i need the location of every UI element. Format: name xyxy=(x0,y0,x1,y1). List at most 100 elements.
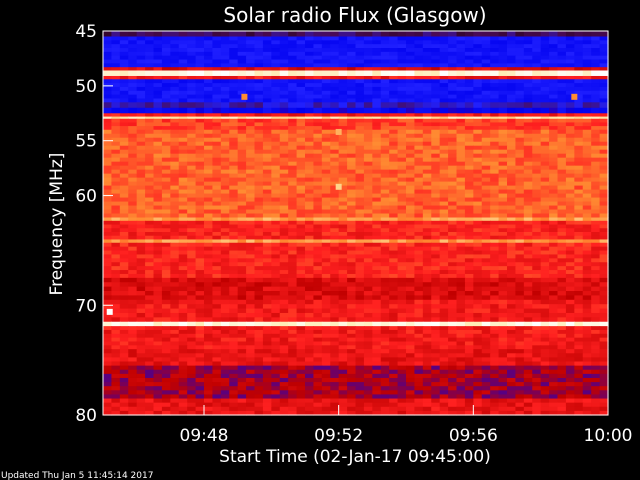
heatmap-cell xyxy=(406,258,416,263)
heatmap-cell xyxy=(414,291,424,297)
heatmap-cell xyxy=(448,145,458,151)
heatmap-cell xyxy=(103,133,113,139)
heatmap-cell xyxy=(557,79,567,84)
heatmap-cell xyxy=(406,126,416,131)
heatmap-cell xyxy=(565,213,575,219)
heatmap-cell xyxy=(262,333,272,339)
heatmap-cell xyxy=(372,317,382,323)
heatmap-cell xyxy=(507,217,517,222)
heatmap-cell xyxy=(136,258,146,263)
heatmap-cell xyxy=(347,126,357,131)
heatmap-cell xyxy=(372,193,382,199)
heatmap-cell xyxy=(103,98,113,103)
heatmap-cell xyxy=(532,181,542,187)
heatmap-cell xyxy=(321,329,331,335)
heatmap-cell xyxy=(220,107,230,114)
heatmap-cell xyxy=(187,270,197,275)
heatmap-cell xyxy=(246,189,256,195)
heatmap-cell xyxy=(246,181,256,187)
heatmap-cell xyxy=(481,59,491,64)
heatmap-cell xyxy=(296,232,306,237)
heatmap-cell xyxy=(422,357,432,363)
heatmap-cell xyxy=(498,169,508,175)
heatmap-cell xyxy=(599,266,609,271)
heatmap-cell xyxy=(582,282,592,288)
heatmap-cell xyxy=(128,258,138,263)
heatmap-cell xyxy=(498,75,508,80)
heatmap-cell xyxy=(204,308,214,314)
heatmap-cell xyxy=(549,205,559,211)
heatmap-cell xyxy=(305,193,315,199)
heatmap-cell xyxy=(246,75,256,80)
heatmap-cell xyxy=(557,232,567,237)
heatmap-cell xyxy=(128,102,138,109)
heatmap-cell xyxy=(321,341,331,346)
heatmap-cell xyxy=(347,36,357,41)
heatmap-cell xyxy=(204,98,214,103)
heatmap-cell xyxy=(271,345,281,350)
heatmap-cell xyxy=(582,173,592,179)
heatmap-cell xyxy=(145,361,155,367)
heatmap-cell xyxy=(119,266,129,271)
heatmap-cell xyxy=(161,341,171,346)
heatmap-cell xyxy=(279,317,289,323)
heatmap-cell xyxy=(246,177,256,183)
heatmap-cell xyxy=(355,349,365,354)
heatmap-cell xyxy=(338,242,348,248)
heatmap-cell xyxy=(380,161,390,167)
heatmap-cell xyxy=(582,337,592,343)
heatmap-cell xyxy=(565,333,575,339)
heatmap-cell xyxy=(464,329,474,335)
heatmap-cell xyxy=(229,165,239,171)
heatmap-cell xyxy=(305,181,315,187)
heatmap-cell xyxy=(262,67,272,72)
heatmap-cell xyxy=(229,291,239,297)
heatmap-cell xyxy=(195,153,205,159)
heatmap-cell xyxy=(254,246,264,252)
heatmap-cell xyxy=(111,44,121,49)
heatmap-cell xyxy=(582,266,592,271)
heatmap-cell xyxy=(212,349,222,354)
heatmap-cell xyxy=(515,113,525,118)
heatmap-cell xyxy=(128,308,138,314)
heatmap-cell xyxy=(128,317,138,323)
heatmap-cell xyxy=(313,141,323,147)
heatmap-cell xyxy=(347,345,357,350)
heatmap-cell xyxy=(204,102,214,109)
heatmap-cell xyxy=(128,118,138,124)
heatmap-cell xyxy=(389,201,399,207)
heatmap-cell xyxy=(313,177,323,183)
heatmap-cell xyxy=(422,197,432,203)
heatmap-cell xyxy=(431,312,441,318)
heatmap-cell xyxy=(237,75,247,80)
heatmap-cell xyxy=(406,220,416,226)
heatmap-cell xyxy=(515,141,525,147)
heatmap-cell xyxy=(414,321,424,327)
heatmap-cell xyxy=(178,295,188,301)
heatmap-cell xyxy=(464,55,474,61)
heatmap-cell xyxy=(161,329,171,335)
heatmap-cell xyxy=(507,357,517,363)
heatmap-cell xyxy=(153,165,163,171)
heatmap-cell xyxy=(262,75,272,80)
heatmap-cell xyxy=(338,277,348,283)
heatmap-cell xyxy=(170,299,180,305)
heatmap-cell xyxy=(195,326,205,331)
heatmap-cell xyxy=(498,291,508,297)
heatmap-cell xyxy=(321,40,331,45)
heatmap-cell xyxy=(246,273,256,279)
heatmap-layer xyxy=(103,31,609,416)
heatmap-cell xyxy=(599,133,609,139)
heatmap-cell xyxy=(321,235,331,241)
heatmap-cell xyxy=(262,129,272,135)
heatmap-cell xyxy=(237,213,247,219)
heatmap-cell xyxy=(321,299,331,305)
heatmap-cell xyxy=(330,149,340,155)
heatmap-cell xyxy=(119,353,129,358)
heatmap-cell xyxy=(246,63,256,68)
heatmap-cell xyxy=(305,189,315,195)
heatmap-cell xyxy=(313,258,323,263)
heatmap-cell xyxy=(313,349,323,354)
heatmap-cell xyxy=(439,291,449,297)
heatmap-cell xyxy=(523,31,533,38)
